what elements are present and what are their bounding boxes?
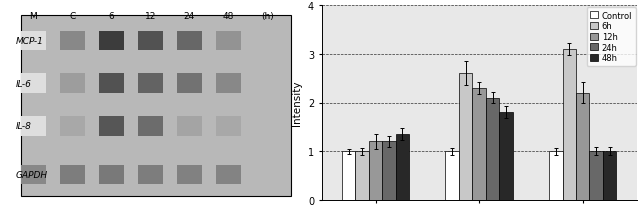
Bar [98,165,124,184]
Bar [98,117,124,136]
Bar [138,74,163,93]
Legend: Control, 6h, 12h, 24h, 48h: Control, 6h, 12h, 24h, 48h [586,8,635,67]
Bar [459,74,473,200]
Text: 6: 6 [109,12,114,21]
Bar [177,117,202,136]
Bar [138,165,163,184]
Bar [576,93,590,200]
Bar [215,165,241,184]
Bar [563,50,576,200]
Text: C: C [69,12,75,21]
Text: 24: 24 [184,12,195,21]
Bar [215,117,241,136]
Bar [369,142,383,200]
Bar [138,31,163,51]
Text: IL-6: IL-6 [15,79,32,88]
Bar [21,165,46,184]
Bar [356,151,369,200]
Bar [590,151,603,200]
Text: (h): (h) [261,12,274,21]
Text: 48: 48 [222,12,234,21]
Bar [98,74,124,93]
Bar [549,151,563,200]
Bar [446,151,459,200]
Bar [177,74,202,93]
Text: 12: 12 [145,12,156,21]
Bar [486,98,500,200]
Bar [215,31,241,51]
Text: MCP-1: MCP-1 [15,36,43,46]
Text: GAPDH: GAPDH [15,170,48,179]
Bar [383,142,395,200]
Y-axis label: Intensity: Intensity [292,80,302,126]
Text: IL-8: IL-8 [15,122,32,131]
Text: M: M [30,12,37,21]
Bar [60,165,85,184]
Bar [473,89,486,200]
Bar [215,74,241,93]
Bar [98,31,124,51]
Bar [603,151,617,200]
Bar [138,117,163,136]
Bar [342,151,356,200]
Bar [60,117,85,136]
Bar [21,117,46,136]
Bar [60,74,85,93]
Bar [177,31,202,51]
Bar [21,74,46,93]
Bar [60,31,85,51]
Bar [21,31,46,51]
Bar [395,135,409,200]
Bar [500,113,512,200]
Bar [177,165,202,184]
